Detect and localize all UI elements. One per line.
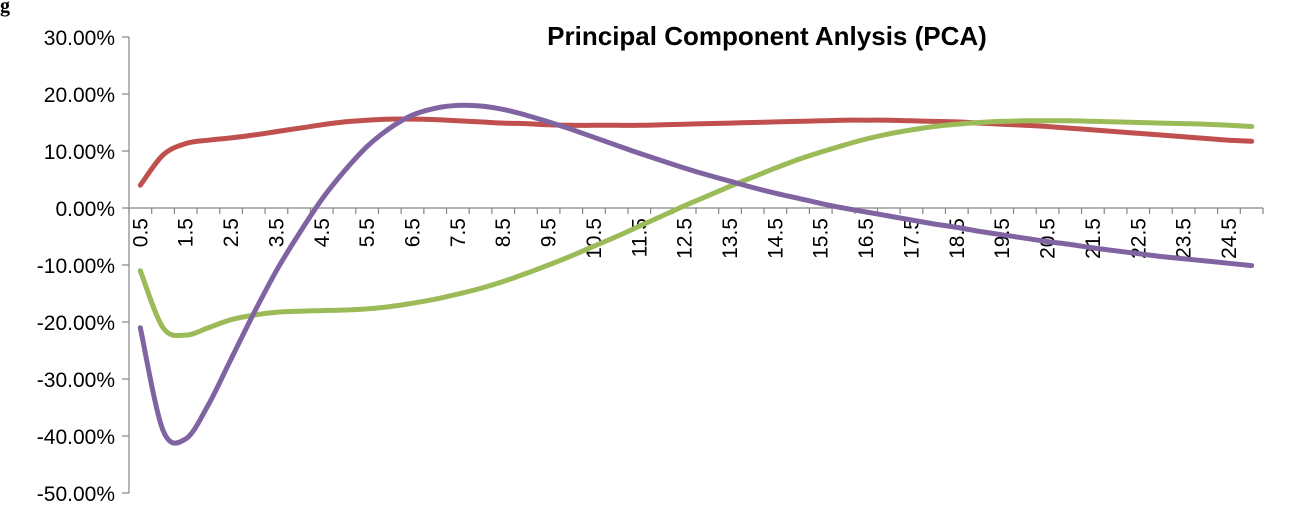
x-tick-label: 13.5 xyxy=(719,218,742,259)
y-tick-label: 30.00% xyxy=(44,27,115,50)
y-tick-label: 0.00% xyxy=(55,198,115,221)
y-tick-label: -30.00% xyxy=(37,369,115,392)
x-tick-label: 8.5 xyxy=(492,218,515,247)
x-tick-label: 5.5 xyxy=(356,218,379,247)
x-tick-label: 15.5 xyxy=(810,218,833,259)
x-tick-label: 10.5 xyxy=(583,218,606,259)
x-tick-label: 21.5 xyxy=(1082,218,1105,259)
x-tick-label: 22.5 xyxy=(1127,218,1150,259)
corner-fragment-text: g xyxy=(0,0,10,17)
y-tick-label: -20.00% xyxy=(37,312,115,335)
y-axis-ticks: 30.00% 20.00% 10.00% 0.00% -10.00% -20.00% -30… xyxy=(37,27,129,506)
x-tick-label: 20.5 xyxy=(1037,218,1060,259)
x-tick-label: 3.5 xyxy=(265,218,288,247)
y-tick-label: -50.00% xyxy=(37,483,115,506)
x-tick-label: 1.5 xyxy=(175,218,198,247)
x-tick-label: 7.5 xyxy=(447,218,470,247)
x-tick-label: 6.5 xyxy=(402,218,425,247)
series-line-3 xyxy=(137,102,1255,446)
x-tick-label: 14.5 xyxy=(764,218,787,259)
x-tick-label: 0.5 xyxy=(129,218,152,247)
x-tick-label: 19.5 xyxy=(991,218,1014,259)
x-tick-label: 9.5 xyxy=(538,218,561,247)
series-line-1 xyxy=(137,116,1255,188)
x-axis-ticks: 0.5 1.5 2.5 3.5 4.5 5.5 6.5 7.5 8.5 9.5 10.5 11.5 12… xyxy=(128,208,1264,259)
chart-title: Principal Component Anlysis (PCA) xyxy=(547,21,987,51)
y-tick-label: 10.00% xyxy=(44,141,115,164)
series-line-2 xyxy=(137,118,1255,339)
x-tick-label: 4.5 xyxy=(311,218,334,247)
x-tick-label: 17.5 xyxy=(900,218,923,259)
x-tick-label: 2.5 xyxy=(220,218,243,247)
x-tick-label: 24.5 xyxy=(1218,218,1241,259)
series-layer xyxy=(137,102,1255,446)
y-tick-label: -10.00% xyxy=(37,255,115,278)
y-tick-label: 20.00% xyxy=(44,84,115,107)
x-tick-label: 12.5 xyxy=(674,218,697,259)
x-tick-label: 16.5 xyxy=(855,218,878,259)
x-tick-label: 23.5 xyxy=(1173,218,1196,259)
y-tick-label: -40.00% xyxy=(37,426,115,449)
